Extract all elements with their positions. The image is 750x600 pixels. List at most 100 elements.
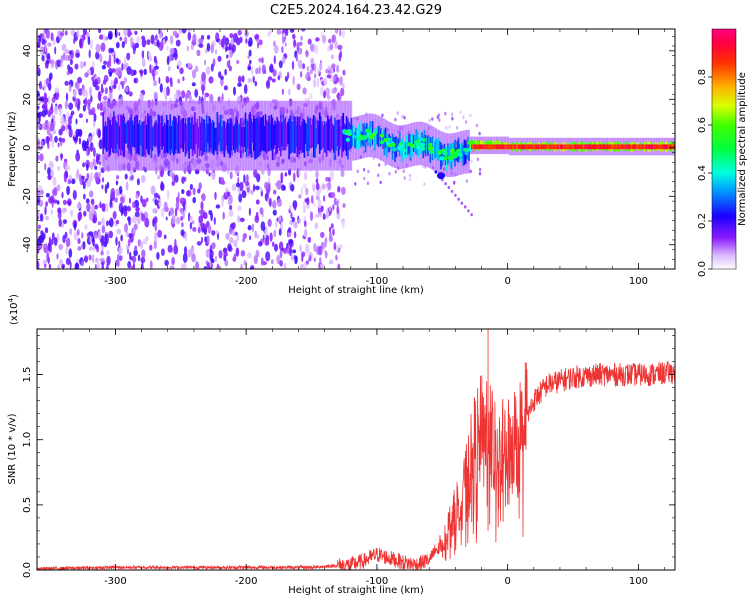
spectrogram-speckle	[48, 263, 52, 269]
spectrogram-speckle	[314, 63, 317, 73]
spectrogram-speckle	[149, 260, 153, 269]
spectrogram-speckle	[90, 161, 94, 171]
spectrogram-speckle	[220, 75, 224, 81]
spectrogram-band-core	[237, 124, 240, 149]
spectrogram-speckle	[169, 265, 175, 269]
spectrogram-speckle	[244, 29, 249, 38]
spectrogram-speckle	[61, 209, 66, 214]
spectrogram-narrow-line	[671, 144, 674, 150]
spectrogram-speckle	[337, 44, 343, 51]
spectrogram-speckle	[118, 255, 123, 261]
spectrogram-speckle	[220, 38, 225, 48]
spectrogram-narrow-line	[658, 144, 660, 150]
spectrogram-speckle	[228, 237, 234, 244]
spectrogram-speckle	[85, 118, 88, 123]
spectrogram-speckle	[293, 172, 296, 183]
spectrogram-narrow-line	[481, 144, 483, 150]
spectrogram-speckle	[113, 210, 117, 220]
spectrogram-speckle	[273, 189, 277, 195]
spectrogram-speckle	[60, 153, 63, 161]
spectrogram-speckle	[210, 43, 214, 54]
spectrogram-band-core	[141, 121, 143, 157]
spectrogram-speckle	[329, 231, 332, 239]
spectrogram-speckle	[303, 171, 308, 181]
spectrogram-speckle	[88, 231, 94, 236]
spectrogram-speckle	[280, 221, 283, 230]
spectrogram-speckle	[319, 62, 323, 72]
spectrogram-trail	[467, 209, 470, 213]
spectrogram-speckle	[246, 186, 250, 193]
spectrogram-narrow-line	[530, 144, 533, 150]
spectrogram-speckle	[179, 197, 185, 202]
spectrogram-band-core	[385, 133, 388, 158]
spectrogram-speckle	[258, 241, 263, 247]
spectrogram-speckle	[283, 185, 286, 191]
spectrogram-speckle	[476, 157, 480, 162]
spectrogram-speckle	[301, 29, 306, 32]
spectrogram-narrow-line	[565, 144, 567, 150]
spectrogram-band-core	[405, 135, 408, 158]
spectrogram-speckle	[96, 262, 101, 269]
spectrogram-speckle	[201, 193, 206, 202]
spectrogram-band-core	[289, 115, 292, 154]
spectrogram-speckle	[56, 233, 60, 242]
spectrogram-speckle	[215, 204, 221, 209]
spectrogram-narrow-line	[581, 144, 584, 150]
spectrogram-narrow-line	[642, 144, 644, 150]
spectrogram-blob	[443, 151, 448, 156]
spectrogram-speckle	[301, 253, 304, 263]
spectrogram-speckle	[183, 201, 186, 211]
spectrogram-speckle	[116, 228, 122, 235]
spectrogram-band-core	[220, 115, 222, 152]
spectrogram-speckle	[285, 29, 289, 36]
spectrogram-narrow-line	[504, 144, 506, 150]
spectrogram-band-core	[257, 116, 260, 157]
spectrogram-speckle	[331, 87, 337, 94]
spectrogram-narrow-line	[479, 144, 481, 150]
spectrogram-trail	[450, 189, 454, 193]
spectrogram-narrow-line	[522, 144, 524, 150]
spectrogram-blob	[391, 142, 396, 147]
spectrogram-band-core	[104, 121, 107, 150]
spectrogram-narrow-line	[634, 144, 636, 150]
spectrogram-speckle	[337, 263, 341, 269]
spectrogram-speckle	[175, 200, 180, 211]
spectrogram-speckle	[220, 180, 226, 185]
spectrogram-band-core	[404, 142, 407, 155]
spectrogram-narrow-line	[621, 144, 624, 150]
spectrogram-speckle	[423, 182, 426, 186]
spectrogram-speckle	[141, 38, 147, 48]
spectrogram-speckle	[128, 218, 131, 226]
spectrogram-speckle	[198, 215, 204, 224]
spectrogram-band-core	[213, 122, 215, 156]
spectrogram-band-core	[136, 115, 139, 153]
spectrogram-speckle	[39, 153, 44, 162]
spectrogram-speckle	[297, 59, 303, 69]
spectrogram-speckle	[293, 231, 297, 239]
spectrogram-speckle	[288, 205, 292, 211]
spectrogram-band-core	[321, 121, 323, 149]
spectrogram-speckle	[72, 189, 77, 200]
spectrogram-speckle	[205, 66, 211, 75]
spectrogram-band-core	[335, 119, 337, 151]
spectrogram-speckle	[105, 202, 109, 213]
spectrogram-speckle	[140, 241, 143, 249]
spectrogram-speckle	[236, 182, 240, 188]
spectrogram-speckle	[50, 208, 53, 215]
spectrogram-speckle	[157, 204, 160, 209]
spectrogram-speckle	[278, 228, 282, 236]
spectrogram-speckle	[224, 68, 227, 76]
spectrogram-narrow-line	[494, 144, 496, 150]
y-tick-label: 1.5	[22, 367, 33, 383]
spectrogram-band-core	[307, 116, 309, 156]
spectrogram-speckle	[324, 250, 328, 259]
spectrogram-speckle	[82, 162, 85, 168]
spectrogram-band-core	[129, 117, 131, 154]
spectrogram-band-core	[427, 135, 429, 156]
spectrogram-speckle	[108, 30, 113, 40]
spectrogram-speckle	[124, 223, 128, 233]
spectrogram-narrow-line	[476, 144, 478, 150]
spectrogram-speckle	[63, 176, 67, 183]
spectrogram-speckle	[57, 207, 62, 214]
spectrogram-speckle	[115, 236, 118, 246]
